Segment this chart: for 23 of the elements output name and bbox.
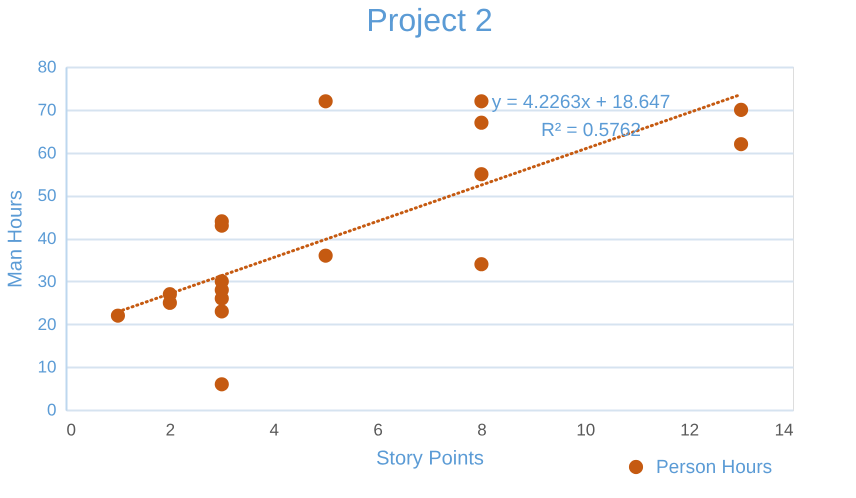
y-axis-title: Man Hours — [4, 190, 27, 288]
y-tick-label: 70 — [38, 100, 56, 120]
y-tick-label: 30 — [38, 272, 56, 291]
y-tick-label: 0 — [47, 400, 56, 420]
x-axis-title: Story Points — [376, 448, 484, 470]
y-tick-label: 80 — [38, 58, 56, 76]
x-tick-label: 12 — [680, 420, 700, 440]
y-tick-label: 20 — [38, 314, 56, 334]
x-tick-label: 10 — [576, 420, 596, 440]
y-tick-label: 40 — [38, 229, 56, 248]
x-tick-label: 6 — [373, 420, 383, 440]
x-tick-label: 4 — [269, 420, 279, 440]
y-tick-label: 60 — [38, 143, 56, 162]
y-tick-label: 50 — [38, 186, 56, 206]
legend-label: Person Hours — [656, 457, 772, 478]
x-tick-label: 14 — [774, 420, 794, 440]
x-tick-label: 8 — [477, 420, 487, 440]
x-tick-label: 2 — [166, 420, 176, 440]
x-tick-label: 0 — [66, 420, 76, 440]
annotation: R² = 0.5762 — [541, 120, 641, 141]
annotation: y = 4.2263x + 18.647 — [492, 92, 670, 113]
chart-title: Project 2 — [366, 2, 493, 38]
y-tick-label: 10 — [38, 358, 56, 377]
